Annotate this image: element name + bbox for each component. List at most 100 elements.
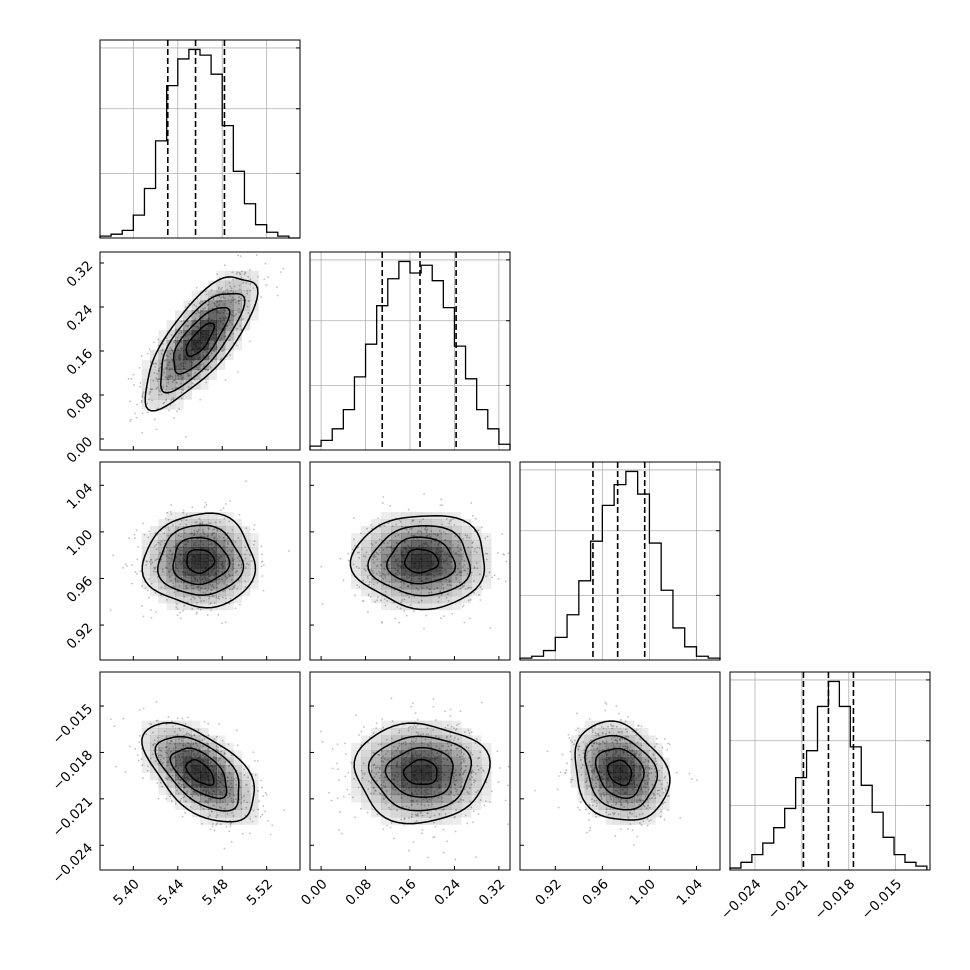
sample-point bbox=[367, 594, 370, 597]
sample-point bbox=[473, 530, 476, 533]
sample-point bbox=[223, 264, 226, 267]
density-cell bbox=[381, 794, 392, 803]
sample-point bbox=[205, 293, 208, 296]
sample-point bbox=[230, 289, 232, 292]
density-cell bbox=[216, 574, 226, 583]
sample-point bbox=[181, 717, 184, 720]
sample-point bbox=[378, 792, 381, 795]
sample-point bbox=[249, 832, 251, 835]
density-cell bbox=[391, 512, 402, 520]
density-cell bbox=[200, 809, 209, 818]
sample-point bbox=[160, 352, 163, 355]
sample-point bbox=[164, 746, 167, 749]
sample-point bbox=[154, 742, 156, 745]
sample-point bbox=[239, 273, 242, 276]
sample-point bbox=[181, 378, 183, 381]
sample-point bbox=[416, 537, 418, 540]
sample-point bbox=[138, 741, 141, 744]
sample-point bbox=[382, 577, 385, 580]
density-cell bbox=[158, 750, 167, 758]
density-cell bbox=[208, 369, 217, 380]
sample-point bbox=[605, 808, 608, 811]
density-cell bbox=[175, 595, 184, 604]
panel-frame bbox=[99, 671, 301, 871]
sample-point bbox=[221, 350, 223, 353]
density-cell bbox=[401, 574, 412, 583]
sample-point bbox=[145, 564, 148, 567]
sample-point bbox=[237, 299, 240, 302]
sample-point bbox=[224, 621, 227, 624]
sample-point bbox=[201, 745, 204, 748]
sample-point bbox=[373, 763, 376, 766]
sample-point bbox=[216, 537, 219, 540]
sample-point bbox=[225, 538, 228, 541]
density-cell bbox=[166, 379, 176, 390]
sample-point bbox=[449, 708, 452, 711]
sample-point bbox=[379, 774, 382, 777]
density-cell bbox=[391, 567, 402, 576]
sample-point bbox=[368, 574, 371, 577]
sample-point bbox=[244, 271, 247, 274]
sample-point bbox=[620, 798, 623, 800]
sample-point bbox=[378, 570, 380, 573]
sample-point bbox=[368, 736, 371, 739]
density-cell bbox=[225, 567, 234, 576]
sample-point bbox=[205, 504, 208, 506]
sample-point bbox=[237, 564, 240, 567]
sample-point bbox=[217, 746, 219, 749]
sample-point bbox=[179, 523, 182, 526]
sample-point bbox=[164, 767, 167, 770]
sample-point bbox=[195, 612, 198, 615]
sample-point bbox=[383, 776, 386, 779]
sample-point bbox=[242, 299, 245, 302]
sample-point bbox=[386, 750, 389, 753]
sample-point bbox=[470, 731, 473, 734]
sample-point bbox=[388, 546, 390, 548]
sample-point bbox=[169, 795, 171, 798]
sample-point bbox=[162, 570, 164, 573]
density-cell bbox=[158, 772, 167, 781]
sample-point bbox=[331, 767, 334, 770]
sample-point bbox=[389, 826, 392, 829]
density-cell bbox=[431, 809, 442, 818]
density-cell bbox=[421, 574, 432, 583]
sample-point bbox=[417, 734, 420, 737]
sample-point bbox=[231, 564, 234, 566]
density-cell bbox=[441, 779, 452, 788]
sample-point bbox=[231, 557, 234, 560]
sample-point bbox=[153, 418, 156, 421]
sample-point bbox=[581, 763, 584, 766]
sample-point bbox=[428, 588, 431, 590]
sample-point bbox=[666, 785, 669, 788]
sample-point bbox=[417, 601, 420, 604]
sample-point bbox=[155, 548, 158, 551]
sample-point bbox=[574, 739, 576, 742]
sample-point bbox=[493, 574, 496, 577]
density-cell bbox=[421, 540, 432, 548]
density-cell bbox=[191, 554, 201, 562]
density-cell bbox=[183, 320, 192, 331]
sample-point bbox=[208, 355, 211, 358]
density-cell bbox=[191, 526, 201, 534]
density-cell bbox=[361, 794, 372, 803]
sample-point bbox=[199, 608, 202, 611]
sample-point bbox=[175, 606, 178, 609]
density-cell bbox=[158, 349, 167, 361]
sample-point bbox=[399, 607, 402, 610]
sample-point bbox=[570, 781, 572, 784]
density-cell bbox=[233, 540, 242, 548]
sample-point bbox=[428, 745, 430, 747]
sample-point bbox=[585, 754, 588, 757]
sample-point bbox=[167, 534, 170, 537]
sample-point bbox=[236, 570, 239, 573]
sample-point bbox=[139, 382, 142, 384]
sample-point bbox=[226, 546, 229, 549]
sample-point bbox=[416, 803, 419, 805]
density-cell bbox=[361, 779, 372, 788]
sample-point bbox=[413, 595, 416, 598]
sample-point bbox=[168, 374, 170, 377]
density-cell bbox=[461, 787, 472, 796]
sample-point bbox=[136, 572, 138, 575]
sample-point bbox=[159, 749, 161, 752]
density-cell bbox=[481, 794, 492, 803]
